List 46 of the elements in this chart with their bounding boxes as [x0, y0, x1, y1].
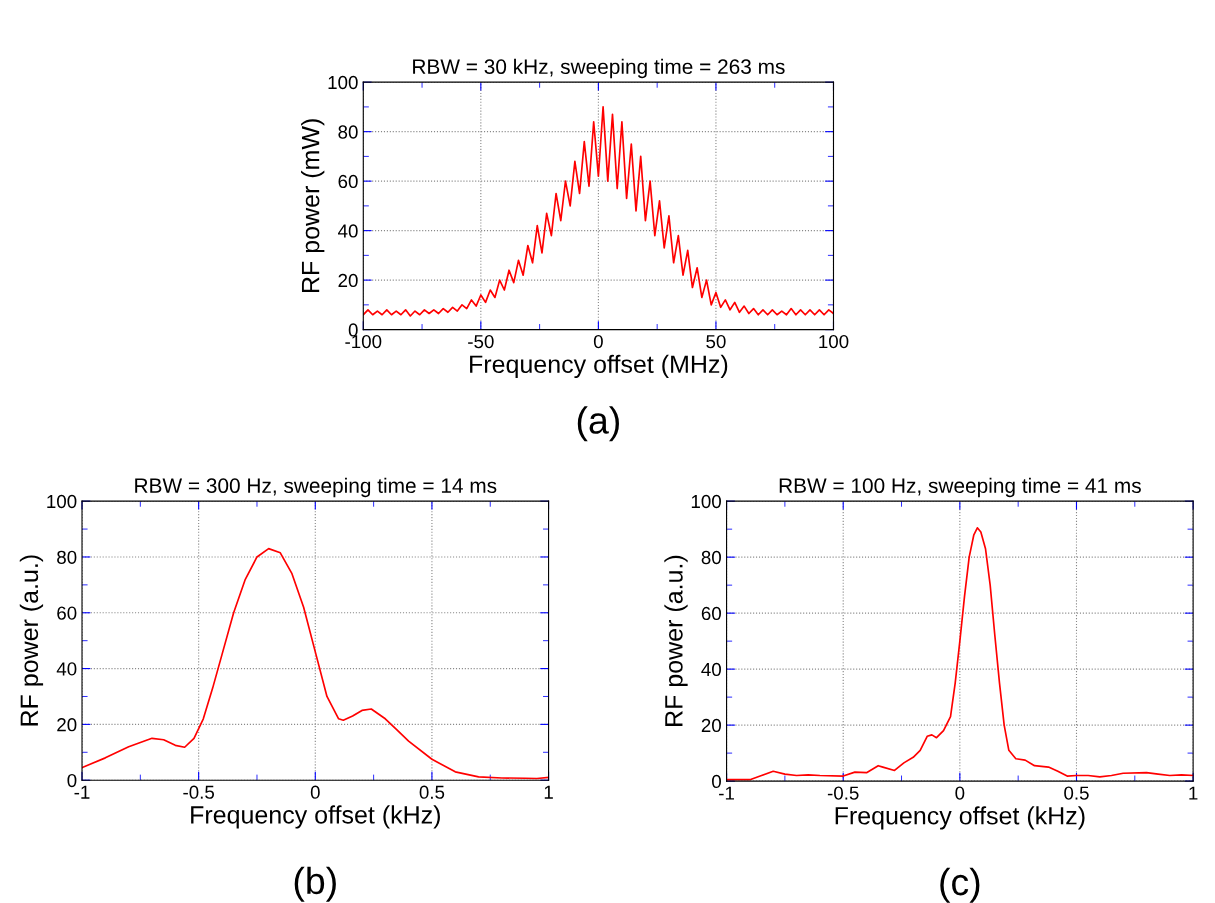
y-tick-label: 0	[67, 773, 77, 788]
x-tick-label: 0.5	[419, 785, 445, 799]
y-tick-label: 20	[338, 273, 358, 288]
chart-title: RBW = 100 Hz, sweeping time = 41 ms	[779, 477, 1141, 498]
line-series	[363, 106, 834, 317]
y-tick-label: 0	[348, 323, 358, 337]
y-tick-label: 100	[47, 494, 77, 509]
x-axis-title: Frequency offset (kHz)	[835, 806, 1085, 830]
y-axis-title: RF power (a.u.)	[664, 555, 688, 726]
x-tick-label: 1	[1189, 786, 1198, 800]
x-tick-label: -0.5	[827, 786, 859, 800]
chart-title: RBW = 30 kHz, sweeping time = 263 ms	[413, 58, 785, 79]
y-tick-label: 60	[57, 606, 77, 620]
y-tick-label: 40	[56, 662, 77, 676]
x-tick-label: 50	[706, 334, 726, 349]
x-tick-label: -1	[719, 786, 734, 800]
x-tick-label: -0.5	[183, 785, 215, 799]
x-axis-title: Frequency offset (MHz)	[470, 354, 728, 379]
x-tick-label: -100	[345, 334, 382, 349]
chart-title: RBW = 300 Hz, sweeping time = 14 ms	[135, 477, 497, 498]
y-tick-label: 100	[691, 494, 721, 509]
x-tick-label: -1	[74, 785, 90, 799]
y-axis-title: RF power (a.u.)	[19, 555, 44, 726]
y-tick-label: 80	[338, 125, 358, 139]
y-tick-label: 80	[701, 550, 721, 565]
y-tick-label: 100	[328, 75, 358, 90]
y-tick-label: 0	[712, 774, 721, 789]
text: (a)	[577, 406, 619, 442]
y-tick-label: 40	[338, 224, 358, 238]
y-axis-title: RF power (mW)	[301, 119, 325, 293]
y-tick-label: 60	[701, 606, 721, 621]
x-tick-label: 0.5	[1064, 786, 1089, 800]
y-tick-label: 80	[57, 550, 77, 564]
x-tick-label: -50	[468, 334, 494, 349]
text: (c)	[940, 867, 980, 903]
x-tick-label: 100	[819, 334, 849, 349]
y-tick-label: 20	[57, 718, 77, 732]
y-tick-label: 20	[701, 718, 721, 733]
y-tick-label: 60	[338, 174, 358, 189]
y-tick-label: 40	[701, 662, 721, 677]
x-tick-label: 0	[310, 785, 320, 799]
x-tick-label: 0	[593, 334, 603, 349]
text: (b)	[294, 866, 336, 902]
x-axis-title: Frequency offset (kHz)	[191, 805, 440, 829]
x-tick-label: 1	[544, 785, 553, 799]
x-tick-label: 0	[955, 786, 965, 800]
